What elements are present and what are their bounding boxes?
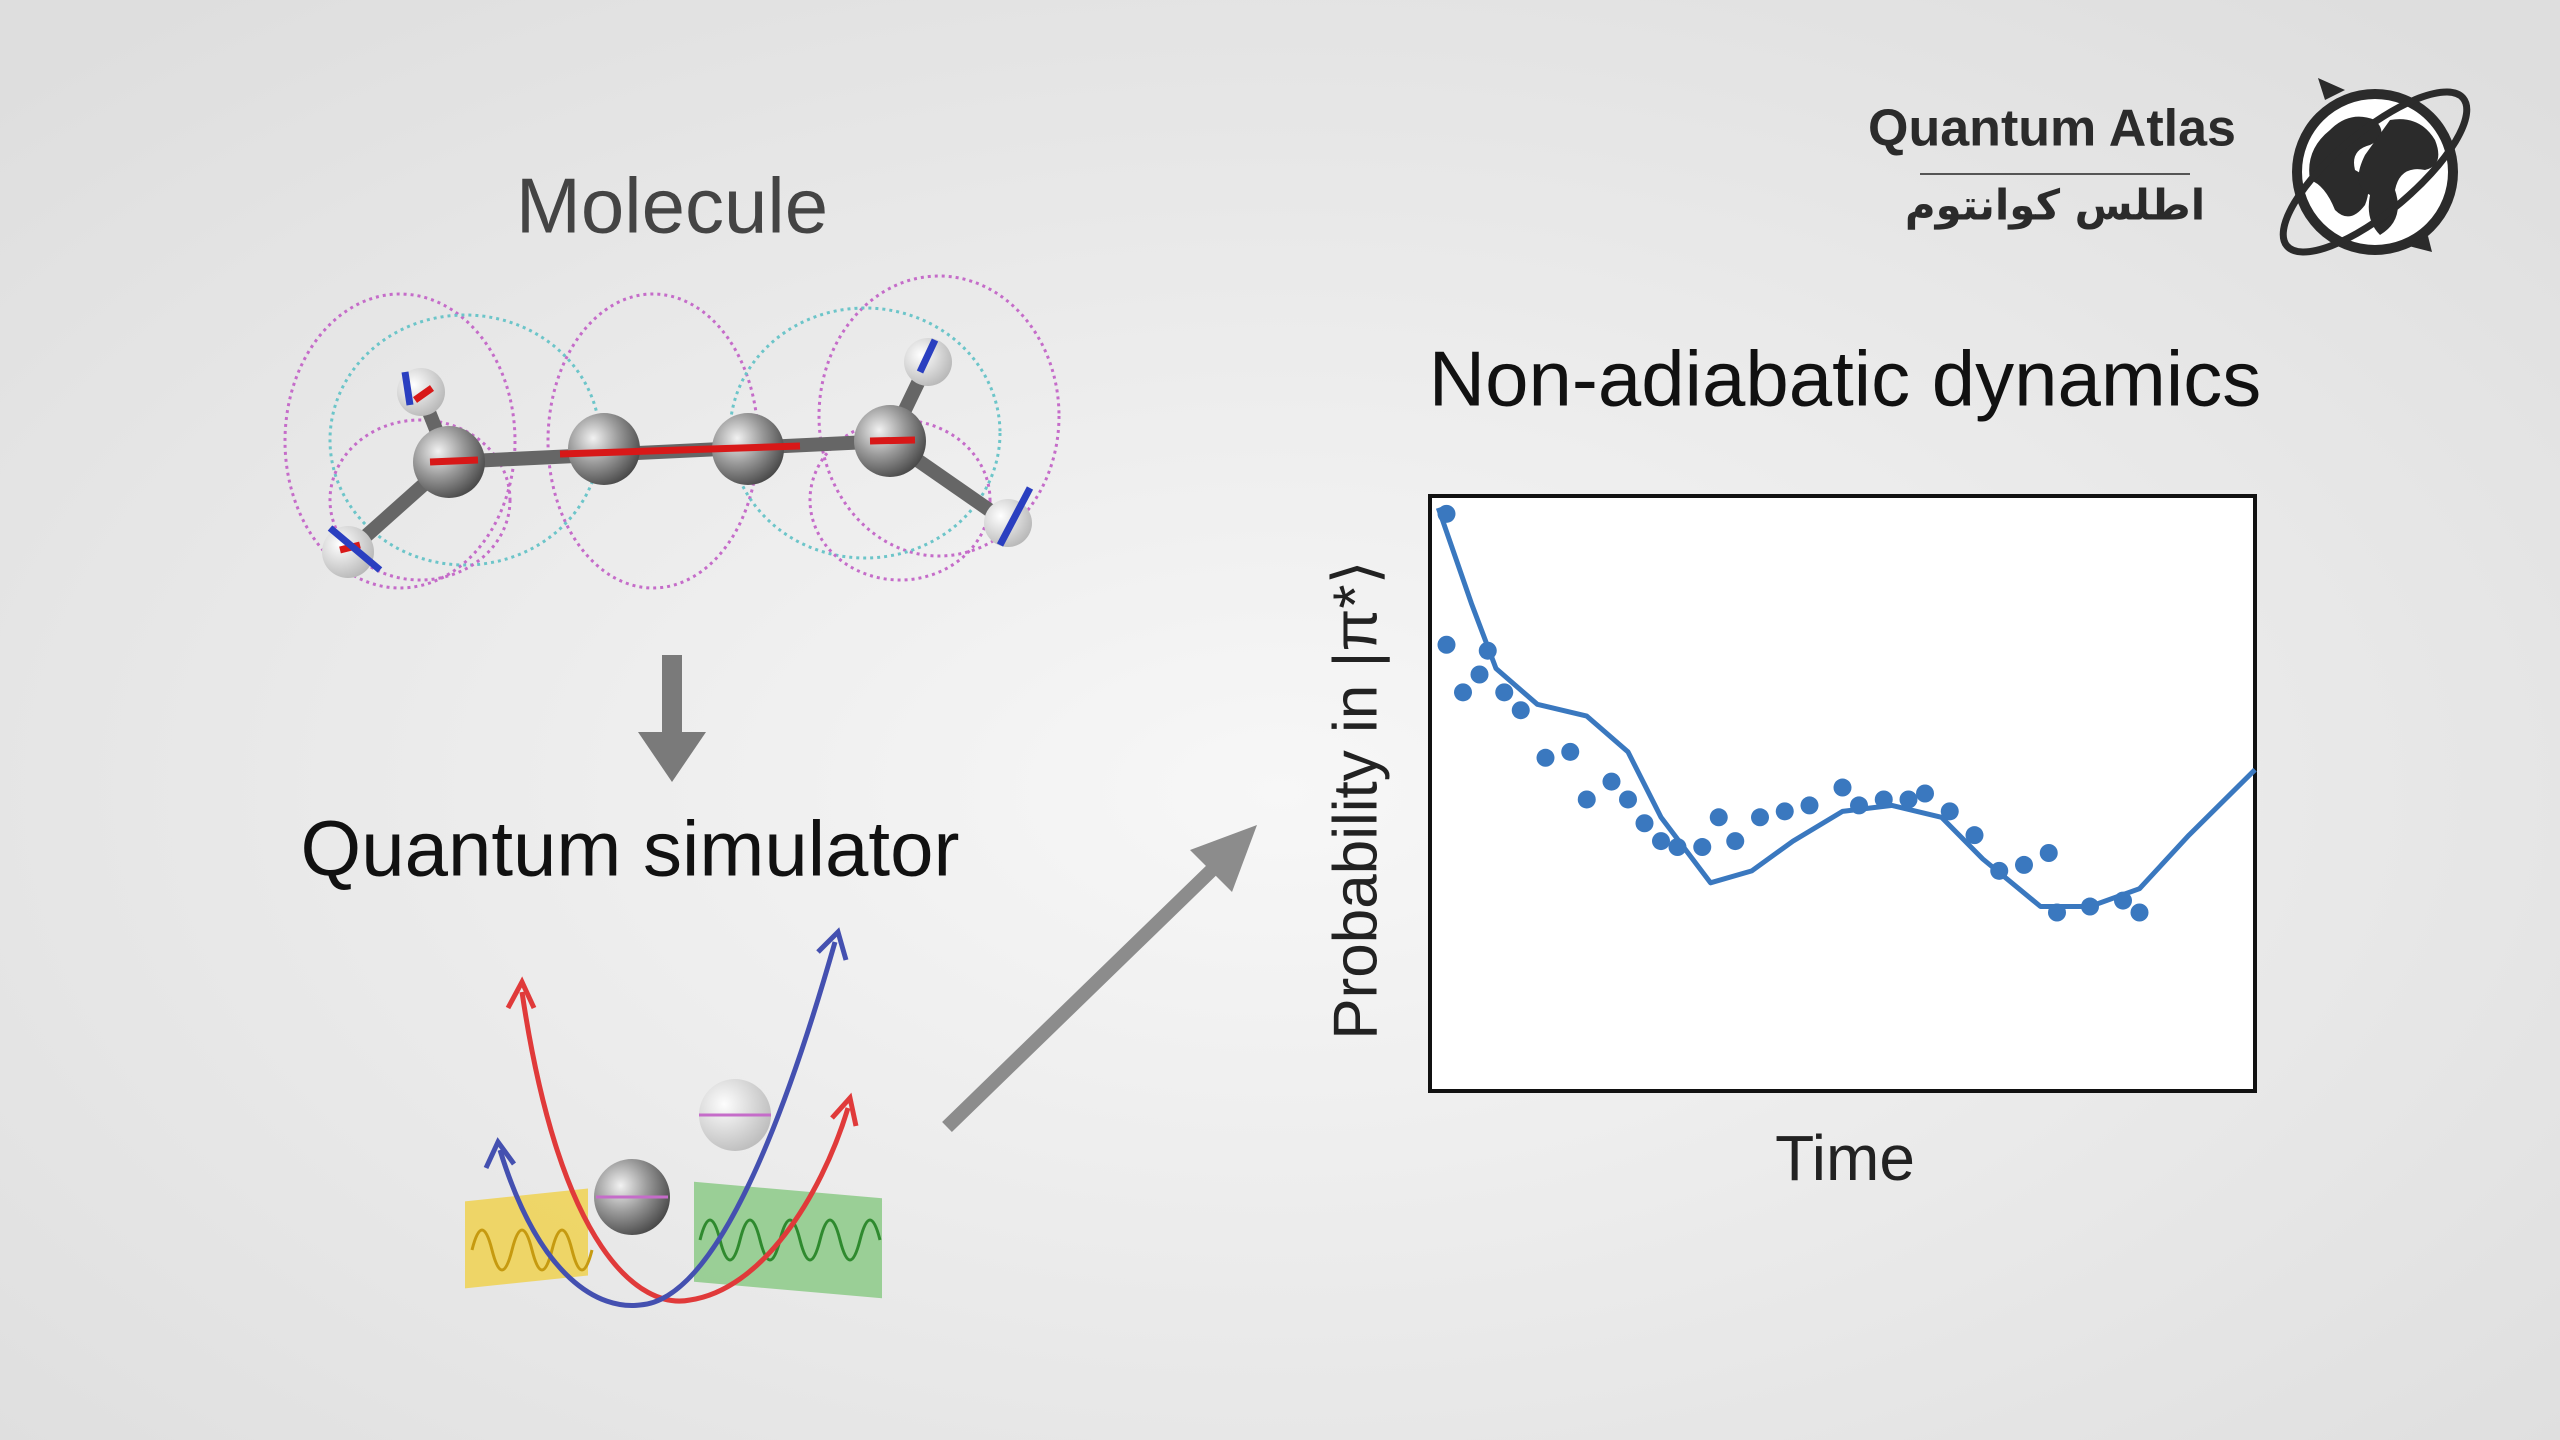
data-point [1437,504,1456,523]
data-point [1470,665,1489,684]
data-point [1833,778,1852,797]
data-point [2081,897,2099,916]
data-point [1709,808,1728,827]
data-point [1635,814,1654,833]
data-point [1874,790,1893,809]
data-point [2015,855,2033,874]
data-point [1800,796,1819,815]
data-point [1577,790,1596,809]
data-point [1751,808,1769,827]
data-point [1850,796,1868,815]
data-point [1899,790,1918,809]
molecule-atoms [322,338,1034,578]
data-point [1775,802,1794,821]
data-point [1990,861,2009,880]
data-point [1478,641,1497,660]
molecule-label: Molecule [516,162,828,250]
data-point [1602,772,1621,791]
simulator-label: Quantum simulator [301,805,960,893]
data-point [1536,748,1555,767]
data-point [1454,683,1472,702]
chart-title: Non-adiabatic dynamics [1429,335,2261,423]
x-axis-label: Time [1775,1122,1915,1194]
data-point [1511,701,1530,720]
data-point [1965,826,1984,845]
data-point [1561,742,1580,761]
data-point [1652,832,1670,851]
data-point [1619,790,1637,809]
logo-subtitle: اطلس کوانتوم [1905,181,2205,231]
plot-area [1435,504,2257,922]
data-point [2114,891,2132,910]
data-point [1437,635,1456,654]
data-point [1693,838,1712,857]
data-point [1668,838,1687,857]
data-point [2048,903,2066,922]
data-point [1940,802,1959,821]
logo-title: Quantum Atlas [1868,100,2236,158]
simulator-illustration [465,927,882,1309]
data-point [1726,832,1745,851]
data-point [2039,844,2058,862]
globe-icon [2279,78,2471,256]
down-arrow [638,655,706,782]
y-axis-label: Probability in |π*⟩ [1321,560,1390,1039]
data-point [2130,903,2149,922]
logo: Quantum Atlas اطلس کوانتوم [1868,78,2471,256]
diagonal-arrow [942,825,1257,1133]
data-point [1495,683,1514,702]
data-point [1916,784,1934,803]
